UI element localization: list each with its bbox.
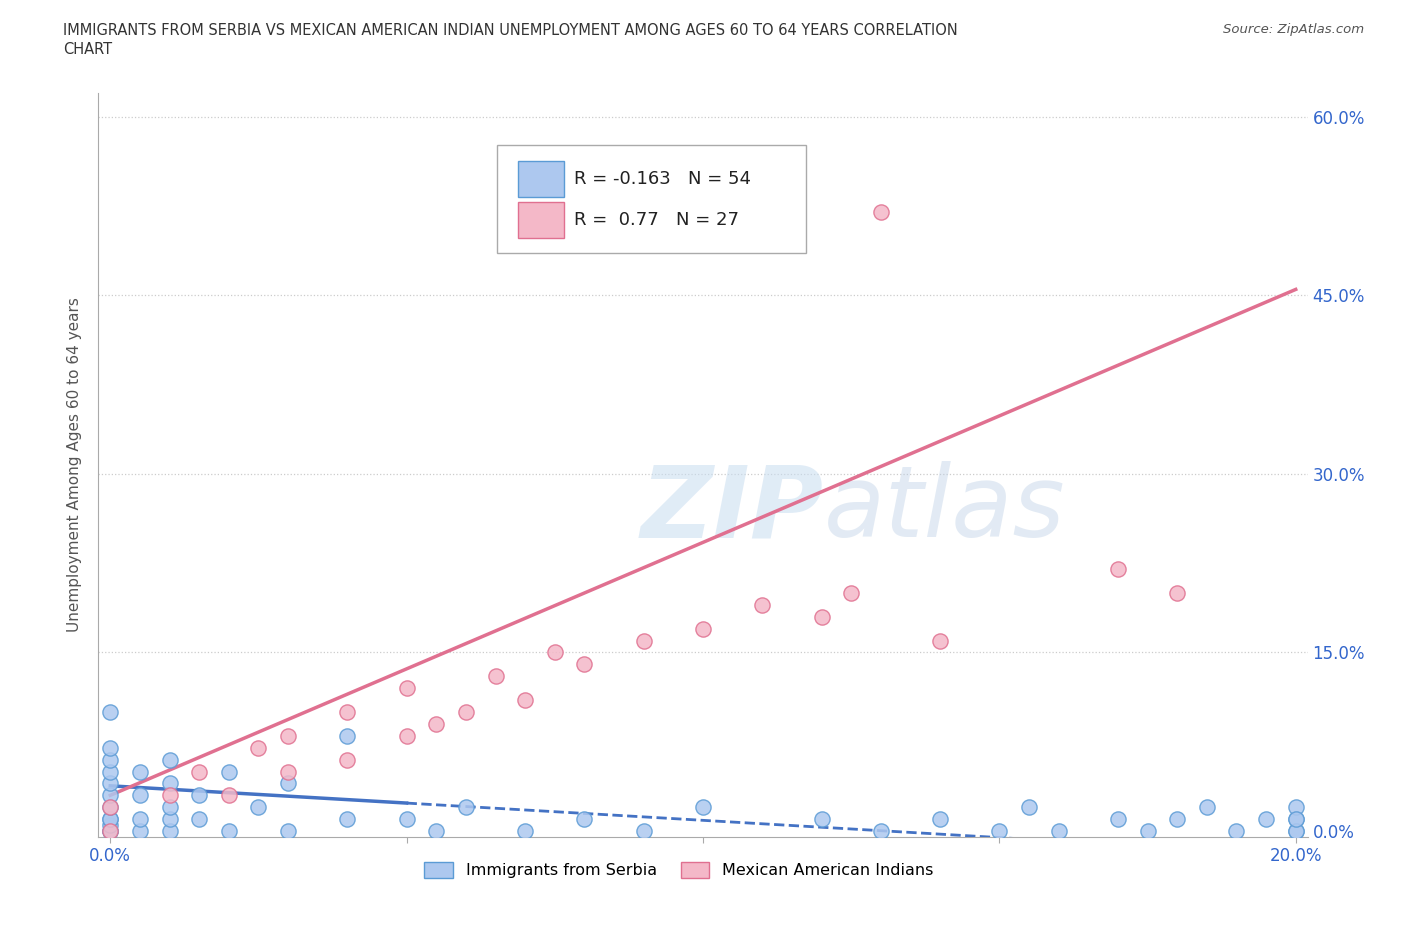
FancyBboxPatch shape: [517, 203, 564, 238]
Point: [633, 633, 655, 648]
Point: [98, 764, 121, 779]
Point: [1047, 824, 1070, 839]
Point: [692, 621, 714, 636]
Point: [1254, 812, 1277, 827]
Text: Source: ZipAtlas.com: Source: ZipAtlas.com: [1223, 23, 1364, 36]
Point: [484, 669, 506, 684]
Point: [810, 812, 832, 827]
Point: [336, 812, 359, 827]
Point: [336, 705, 359, 720]
Text: R =  0.77   N = 27: R = 0.77 N = 27: [574, 211, 738, 229]
Point: [98, 824, 121, 839]
Text: ZIP: ZIP: [641, 461, 824, 558]
Point: [159, 752, 181, 767]
Point: [1225, 824, 1247, 839]
Point: [98, 824, 121, 839]
Point: [1285, 800, 1308, 815]
Point: [218, 764, 240, 779]
Point: [633, 824, 655, 839]
Point: [395, 728, 418, 743]
Point: [425, 716, 447, 731]
Point: [98, 788, 121, 803]
Point: [574, 812, 596, 827]
Point: [929, 633, 952, 648]
Point: [869, 824, 891, 839]
Text: R = -0.163   N = 54: R = -0.163 N = 54: [574, 170, 751, 188]
Point: [751, 597, 773, 612]
Point: [1195, 800, 1218, 815]
Point: [277, 824, 299, 839]
Point: [839, 586, 862, 601]
Point: [98, 776, 121, 790]
Point: [1285, 824, 1308, 839]
Point: [1018, 800, 1040, 815]
Point: [159, 824, 181, 839]
Point: [129, 824, 152, 839]
FancyBboxPatch shape: [517, 162, 564, 197]
Point: [218, 824, 240, 839]
Point: [188, 788, 211, 803]
Point: [454, 800, 477, 815]
Point: [277, 764, 299, 779]
Point: [98, 812, 121, 827]
Point: [336, 752, 359, 767]
Point: [1285, 824, 1308, 839]
Point: [988, 824, 1011, 839]
Point: [98, 817, 121, 832]
Point: [1285, 812, 1308, 827]
Point: [98, 800, 121, 815]
Point: [1166, 586, 1188, 601]
FancyBboxPatch shape: [498, 145, 806, 253]
Point: [692, 800, 714, 815]
Point: [98, 812, 121, 827]
Point: [129, 788, 152, 803]
Text: IMMIGRANTS FROM SERBIA VS MEXICAN AMERICAN INDIAN UNEMPLOYMENT AMONG AGES 60 TO : IMMIGRANTS FROM SERBIA VS MEXICAN AMERIC…: [63, 23, 957, 38]
Point: [574, 657, 596, 671]
Point: [98, 824, 121, 839]
Point: [98, 800, 121, 815]
Legend: Immigrants from Serbia, Mexican American Indians: Immigrants from Serbia, Mexican American…: [418, 856, 941, 884]
Point: [98, 752, 121, 767]
Point: [929, 812, 952, 827]
Point: [544, 645, 567, 660]
Text: CHART: CHART: [63, 42, 112, 57]
Point: [869, 205, 891, 219]
Point: [277, 728, 299, 743]
Point: [247, 740, 270, 755]
Point: [159, 776, 181, 790]
Point: [159, 788, 181, 803]
Point: [159, 800, 181, 815]
Point: [218, 788, 240, 803]
Point: [336, 728, 359, 743]
Point: [454, 705, 477, 720]
Point: [515, 693, 537, 708]
Point: [395, 812, 418, 827]
Point: [159, 812, 181, 827]
Point: [425, 824, 447, 839]
Y-axis label: Unemployment Among Ages 60 to 64 years: Unemployment Among Ages 60 to 64 years: [67, 298, 83, 632]
Point: [1136, 824, 1159, 839]
Point: [395, 681, 418, 696]
Point: [188, 812, 211, 827]
Point: [515, 824, 537, 839]
Point: [277, 776, 299, 790]
Point: [1107, 562, 1129, 577]
Point: [129, 764, 152, 779]
Point: [98, 705, 121, 720]
Point: [247, 800, 270, 815]
Point: [1166, 812, 1188, 827]
Point: [129, 812, 152, 827]
Text: atlas: atlas: [824, 461, 1066, 558]
Point: [810, 609, 832, 624]
Point: [188, 764, 211, 779]
Point: [1285, 812, 1308, 827]
Point: [1107, 812, 1129, 827]
Point: [98, 740, 121, 755]
